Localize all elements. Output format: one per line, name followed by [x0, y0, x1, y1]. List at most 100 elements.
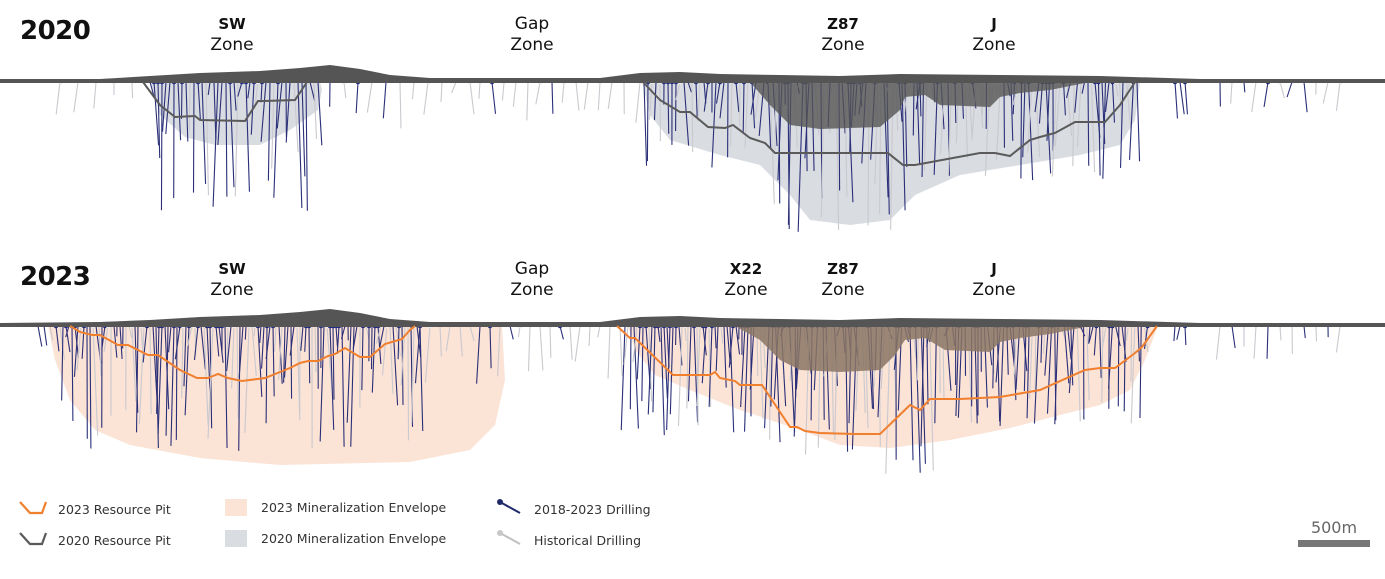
drillhole-historical [1130, 325, 1133, 382]
drillhole-recent [226, 325, 232, 372]
drillhole-recent [244, 325, 247, 340]
drillhole-recent [1115, 325, 1121, 347]
drillhole-historical [76, 325, 82, 371]
drillhole-recent [156, 325, 160, 414]
drillhole-recent [183, 325, 187, 387]
drillhole-historical [451, 81, 457, 94]
drillhole-recent [708, 325, 713, 407]
drillhole-historical [478, 81, 481, 99]
drillhole-historical [293, 81, 299, 152]
drillhole-recent [206, 325, 211, 394]
drillhole-historical [677, 325, 683, 427]
drillhole-recent [740, 325, 746, 408]
drillhole-recent [397, 325, 400, 360]
drillhole-historical [411, 325, 415, 424]
drillhole-historical [583, 81, 589, 110]
legend-item-envelope-2020: 2020 Mineralization Envelope [220, 530, 446, 547]
drillhole-recent [1243, 81, 1246, 93]
drillhole-recent [319, 325, 325, 442]
drillhole-recent [1266, 325, 1269, 359]
mineralization-envelope-2020-sw [150, 82, 322, 145]
drillhole-recent [920, 325, 925, 447]
legend-item-envelope-2023: 2023 Mineralization Envelope [220, 499, 446, 516]
drillhole-recent [213, 81, 217, 140]
drillhole-historical [55, 81, 61, 115]
zone-suffix: Zone [821, 280, 865, 300]
legend-label: 2018-2023 Drilling [534, 501, 651, 517]
drillhole-recent [1174, 81, 1179, 119]
drillhole-recent [1173, 325, 1176, 342]
drillhole-recent [305, 81, 308, 211]
drillhole-historical [138, 325, 145, 425]
drillhole-recent [476, 325, 481, 384]
drillhole-recent [119, 325, 123, 360]
drillhole-recent [276, 81, 283, 129]
drillhole-historical [549, 325, 552, 358]
drillhole-recent [81, 325, 85, 359]
drillhole-historical [424, 325, 431, 383]
drillhole-historical [1230, 81, 1233, 104]
drillhole-recent [1139, 325, 1142, 418]
drillhole-recent [332, 325, 335, 400]
drillhole-historical [923, 81, 928, 171]
drillhole-recent [233, 81, 237, 111]
drillhole-recent [1026, 325, 1030, 419]
drillhole-recent [229, 81, 235, 188]
drillhole-recent [687, 81, 692, 93]
drillhole-historical [1072, 81, 1075, 167]
drillhole-historical [686, 325, 689, 409]
mineralization-envelope-2023-sw [48, 326, 505, 465]
drillhole-recent [1303, 325, 1306, 339]
drillhole-historical [675, 81, 681, 101]
legend-label: 2020 Resource Pit [58, 532, 171, 548]
drillhole-historical [234, 81, 239, 197]
topography-2020 [0, 65, 1385, 83]
drillhole-historical [440, 81, 443, 103]
drillhole-recent [646, 81, 649, 162]
drillhole-recent [65, 325, 71, 353]
drillhole-recent [335, 325, 338, 347]
drillhole-recent [382, 81, 387, 119]
drillhole-recent [238, 325, 241, 451]
drillhole-recent [636, 325, 641, 380]
drillhole-historical [561, 81, 565, 103]
legend-label: Historical Drilling [534, 532, 642, 548]
drillhole-historical [527, 325, 531, 372]
zone-label-j-2023: J Zone [949, 259, 1039, 301]
envelope-2023-swatch-icon [225, 499, 247, 516]
drillhole-recent [683, 81, 690, 146]
drillhole-historical [1279, 325, 1282, 341]
drillhole-recent [157, 325, 163, 435]
drillhole-recent [1033, 325, 1040, 424]
drillhole-recent [265, 325, 268, 424]
scale-bar-line [1298, 540, 1370, 547]
drillhole-recent [660, 325, 665, 436]
drillhole-historical [92, 325, 99, 436]
drillhole-recent [751, 81, 756, 129]
drillhole-historical [1090, 81, 1096, 173]
legend-label: 2023 Resource Pit [58, 501, 171, 517]
drillhole-recent [200, 325, 206, 370]
resource-pit-2023-icon [19, 501, 48, 515]
drillhole-recent [663, 325, 668, 399]
drillhole-recent [377, 325, 382, 364]
zone-name: J [991, 15, 997, 33]
zone-label-gap-2023: Gap Zone [487, 259, 577, 301]
zone-suffix: Zone [972, 35, 1016, 55]
drillhole-recent [346, 325, 352, 423]
drillhole-historical [744, 81, 749, 148]
drillhole-recent [301, 81, 306, 177]
drillhole-recent [1074, 81, 1079, 113]
drillhole-recent [177, 81, 182, 141]
drillhole-historical [623, 325, 629, 366]
drillhole-recent [308, 325, 311, 384]
drillhole-recent [909, 325, 914, 461]
legend-label: 2020 Mineralization Envelope [261, 531, 447, 546]
year-label-2020: 2020 [20, 16, 91, 46]
drillhole-historical [188, 81, 191, 131]
envelope-2020-swatch-icon [225, 530, 247, 547]
drillhole-recent [491, 81, 497, 114]
drillhole-historical [251, 325, 257, 376]
zone-label-x22-2023: X22 Zone [701, 259, 791, 301]
drillhole-historical [314, 325, 317, 373]
